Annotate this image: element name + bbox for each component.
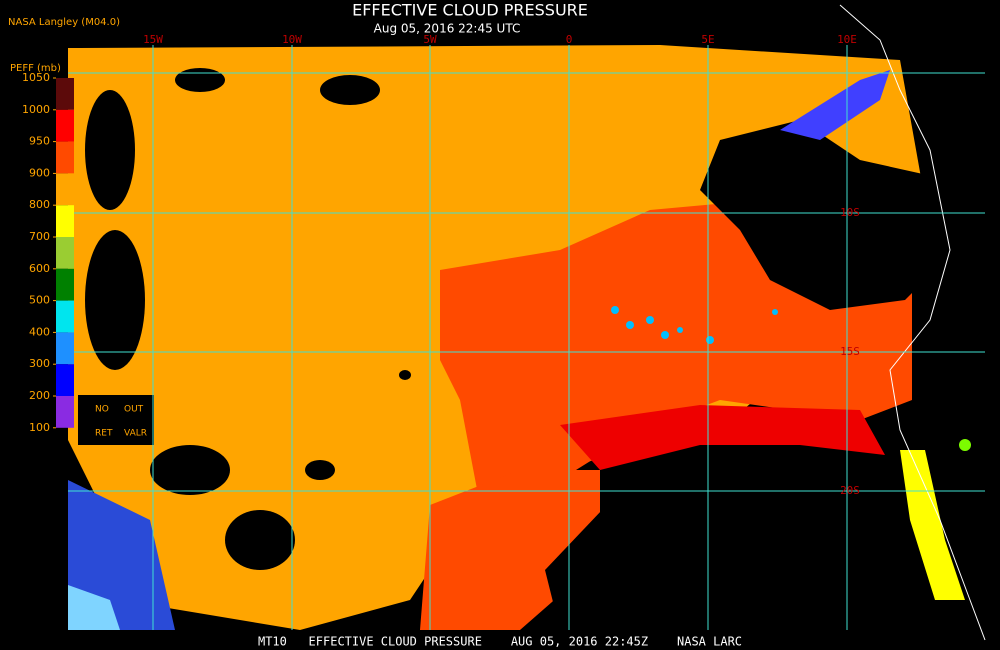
lon-label: 5E: [701, 33, 714, 46]
colorbar-title: PEFF (mb): [10, 63, 61, 74]
colorbar-tick-label: 200: [29, 389, 50, 402]
land-clear-east: [930, 60, 1000, 650]
lat-label: 15S: [840, 345, 860, 358]
colorbar-tick-label: 900: [29, 166, 50, 179]
colorbar-note: RET: [95, 429, 113, 439]
colorbar-tick-label: 600: [29, 262, 50, 275]
colorbar-segment: [56, 364, 74, 396]
lon-label: 10W: [282, 33, 302, 46]
colorbar-note: NO: [95, 405, 109, 415]
colorbar-segment: [56, 332, 74, 365]
high-cloud-sw: [68, 480, 175, 630]
high-pressure-cloud: [560, 405, 885, 470]
colorbar-segment: [56, 396, 74, 428]
graticule: 15W 10W 5W 0 5E 10E 10S 15S 20S: [68, 33, 985, 630]
colorbar-segment: [56, 268, 74, 301]
colorbar-note: VALR: [124, 429, 147, 439]
colorbar: 1050 1000 950 900 800 700 600 500 400 300 200 100 NO…: [22, 71, 147, 439]
colorbar-segment: [56, 300, 74, 333]
source: NASA Langley (M04.0): [8, 17, 120, 28]
colorbar-segment: [56, 78, 74, 110]
legend-box: [78, 395, 154, 445]
colorbar-note: OUT: [124, 405, 144, 415]
land-clear: [700, 120, 950, 310]
ocean-clear: [545, 450, 915, 630]
colorbar-segment: [56, 237, 74, 269]
colorbar-tick-label: 500: [29, 294, 50, 307]
lon-label: 0: [566, 33, 573, 46]
high-cloud-ne: [780, 70, 890, 140]
lon-label: 10E: [837, 33, 857, 46]
datetime: Aug 05, 2016 22:45 UTC: [374, 22, 521, 36]
colorbar-tick-label: 400: [29, 325, 50, 338]
clear-patches: [85, 68, 875, 570]
lon-label: 15W: [143, 33, 163, 46]
colorbar-segment: [56, 141, 74, 174]
colorbar-tick-label: 1000: [22, 103, 50, 116]
colorbar-tick-label: 700: [29, 230, 50, 243]
colorbar-segment: [56, 109, 74, 142]
colorbar-tick-label: 1050: [22, 71, 50, 84]
footer: MT10 EFFECTIVE CLOUD PRESSURE AUG 05, 20…: [258, 635, 742, 649]
colorbar-tick-label: 950: [29, 135, 50, 148]
colorbar-segment: [56, 205, 74, 237]
colorbar-tick-label: 300: [29, 357, 50, 370]
lat-label: 10S: [840, 206, 860, 219]
lon-label: 5W: [423, 33, 437, 46]
coastal-cloud: [900, 450, 965, 600]
colorbar-tick-label: 100: [29, 421, 50, 434]
lat-label: 20S: [840, 484, 860, 497]
high-cloud-sw-edge: [68, 585, 120, 630]
title: EFFECTIVE CLOUD PRESSURE: [352, 1, 588, 20]
colorbar-segment: [56, 173, 74, 206]
colorbar-tick-label: 800: [29, 198, 50, 211]
cloud-map: [68, 4, 1000, 650]
